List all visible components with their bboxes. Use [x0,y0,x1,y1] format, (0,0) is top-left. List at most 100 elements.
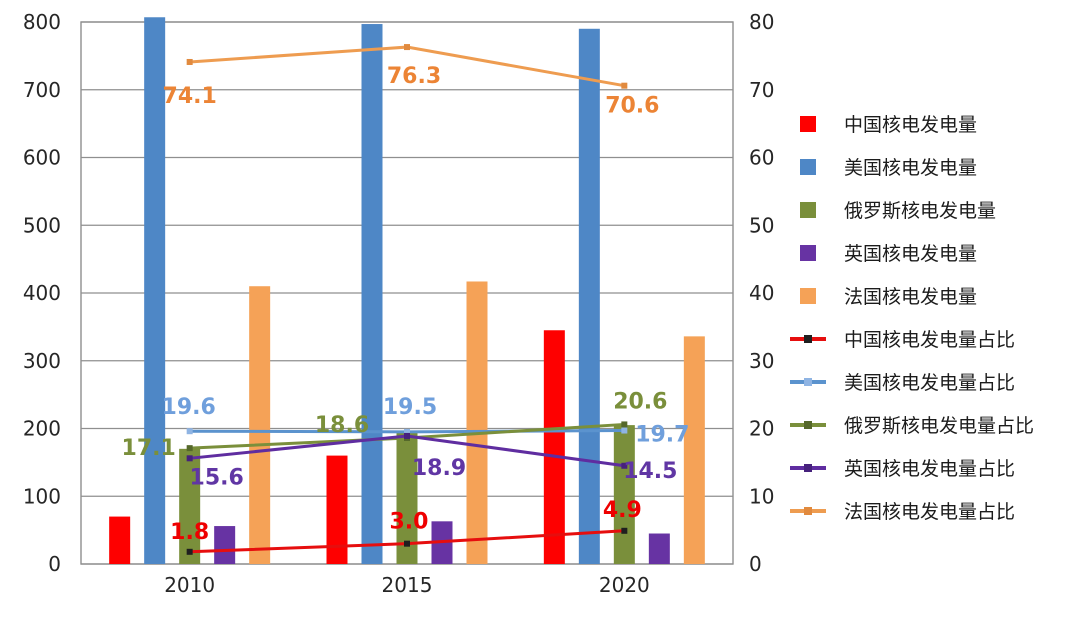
point-label-france-share-2020: 70.6 [605,94,659,119]
right-axis-tick-60: 60 [749,146,774,170]
left-axis-tick-0: 0 [48,552,61,576]
legend-item-russia-share: 俄罗斯核电发电量占比 [790,403,1034,446]
right-axis-tick-10: 10 [749,484,774,508]
bar-china-2020 [543,330,565,564]
point-label-china-share-2020: 4.9 [603,498,642,523]
legend-item-uk: 英国核电发电量 [790,231,1034,274]
left-axis-tick-100: 100 [23,484,61,508]
marker-china-share-2010 [186,548,193,555]
legend-item-china-share: 中国核电发电量占比 [790,317,1034,360]
left-axis-tick-700: 700 [23,78,61,102]
point-label-russia-share-2020: 20.6 [613,389,667,414]
x-axis-label-2010: 2010 [164,573,215,597]
legend-swatch-line-china-share [790,334,826,343]
point-label-france-share-2010: 74.1 [163,84,217,109]
legend-item-china: 中国核电发电量 [790,102,1034,145]
bar-uk-2010 [214,526,236,564]
legend-swatch-marker-uk-share [804,463,812,472]
legend-label: 中国核电发电量占比 [844,329,1016,351]
legend-swatch-square-russia [800,201,816,218]
marker-uk-share-2015 [404,432,410,439]
bar-china-2010 [109,516,131,564]
legend-swatch-marker-china-share [804,334,812,343]
point-label-usa-share-2020: 19.7 [635,423,689,448]
legend-item-usa: 美国核电发电量 [790,145,1034,188]
right-axis-tick-50: 50 [749,213,774,237]
left-axis-tick-400: 400 [23,281,61,305]
legend-swatch-square-china [800,115,816,132]
right-axis-tick-0: 0 [749,552,762,576]
bar-russia-2020 [613,425,635,564]
legend-label: 俄罗斯核电发电量占比 [844,415,1035,437]
bar-france-2010 [249,286,271,564]
right-axis-tick-20: 20 [749,417,774,441]
legend-swatch-marker-usa-share [804,377,812,386]
right-axis-tick-80: 80 [749,10,774,34]
x-axis-label-2020: 2020 [599,573,650,597]
legend-item-uk-share: 英国核电发电量占比 [790,446,1034,489]
bar-china-2015 [326,455,348,564]
legend-swatch-square-uk [800,244,816,261]
legend-swatch-line-usa-share [790,377,826,386]
legend-swatch-line-france-share [790,506,826,515]
point-label-china-share-2015: 3.0 [390,510,429,535]
left-axis-tick-600: 600 [23,146,61,170]
legend-swatch-square-usa [800,158,816,175]
legend-swatch-marker-russia-share [804,420,812,429]
bar-uk-2020 [648,533,670,564]
legend-label: 英国核电发电量 [844,243,978,265]
point-label-russia-share-2010: 17.1 [122,436,176,461]
bar-france-2020 [683,336,705,564]
marker-uk-share-2020 [621,462,628,469]
point-label-china-share-2010: 1.8 [170,520,209,545]
left-axis-tick-800: 800 [23,10,61,34]
point-label-usa-share-2010: 19.6 [162,395,216,420]
point-label-uk-share-2020: 14.5 [623,459,677,484]
marker-usa-share-2015 [404,428,410,435]
chart-legend: 中国核电发电量 美国核电发电量 俄罗斯核电发电量 英国核电发电量 法国核电发电量中国核电… [790,102,1034,532]
bar-russia-2010 [179,448,201,564]
legend-label: 俄罗斯核电发电量 [844,200,997,222]
marker-france-share-2020 [621,82,628,89]
bar-usa-2010 [144,17,166,564]
legend-swatch-marker-france-share [804,506,812,515]
marker-china-share-2015 [404,540,410,547]
marker-usa-share-2020 [621,427,628,434]
bar-france-2015 [466,281,488,564]
left-axis-tick-500: 500 [23,213,61,237]
point-label-russia-share-2015: 18.6 [315,413,369,438]
legend-label: 美国核电发电量占比 [844,372,1016,394]
legend-swatch-square-france [800,287,816,304]
marker-usa-share-2010 [186,428,193,435]
legend-label: 法国核电发电量占比 [844,501,1016,523]
legend-label: 中国核电发电量 [844,114,978,136]
point-label-usa-share-2015: 19.5 [383,395,437,420]
point-label-france-share-2015: 76.3 [387,64,441,89]
legend-item-russia: 俄罗斯核电发电量 [790,188,1034,231]
left-axis-tick-200: 200 [23,417,61,441]
bar-russia-2015 [396,431,418,564]
legend-label: 法国核电发电量 [844,286,978,308]
marker-china-share-2020 [621,527,628,534]
right-axis-tick-30: 30 [749,349,774,373]
legend-item-france: 法国核电发电量 [790,274,1034,317]
bar-usa-2020 [578,28,600,564]
legend-label: 英国核电发电量占比 [844,458,1016,480]
marker-russia-share-2010 [186,445,193,452]
point-label-uk-share-2010: 15.6 [190,465,244,490]
legend-item-usa-share: 美国核电发电量占比 [790,360,1034,403]
legend-swatch-line-uk-share [790,463,826,472]
left-axis-tick-300: 300 [23,349,61,373]
legend-swatch-line-russia-share [790,420,826,429]
legend-item-france-share: 法国核电发电量占比 [790,489,1034,532]
marker-france-share-2010 [186,58,193,65]
point-label-uk-share-2015: 18.9 [412,456,466,481]
bar-usa-2015 [361,24,383,565]
marker-france-share-2015 [404,44,410,51]
right-axis-tick-70: 70 [749,78,774,102]
right-axis-tick-40: 40 [749,281,774,305]
legend-label: 美国核电发电量 [844,157,978,179]
marker-russia-share-2020 [621,421,628,428]
